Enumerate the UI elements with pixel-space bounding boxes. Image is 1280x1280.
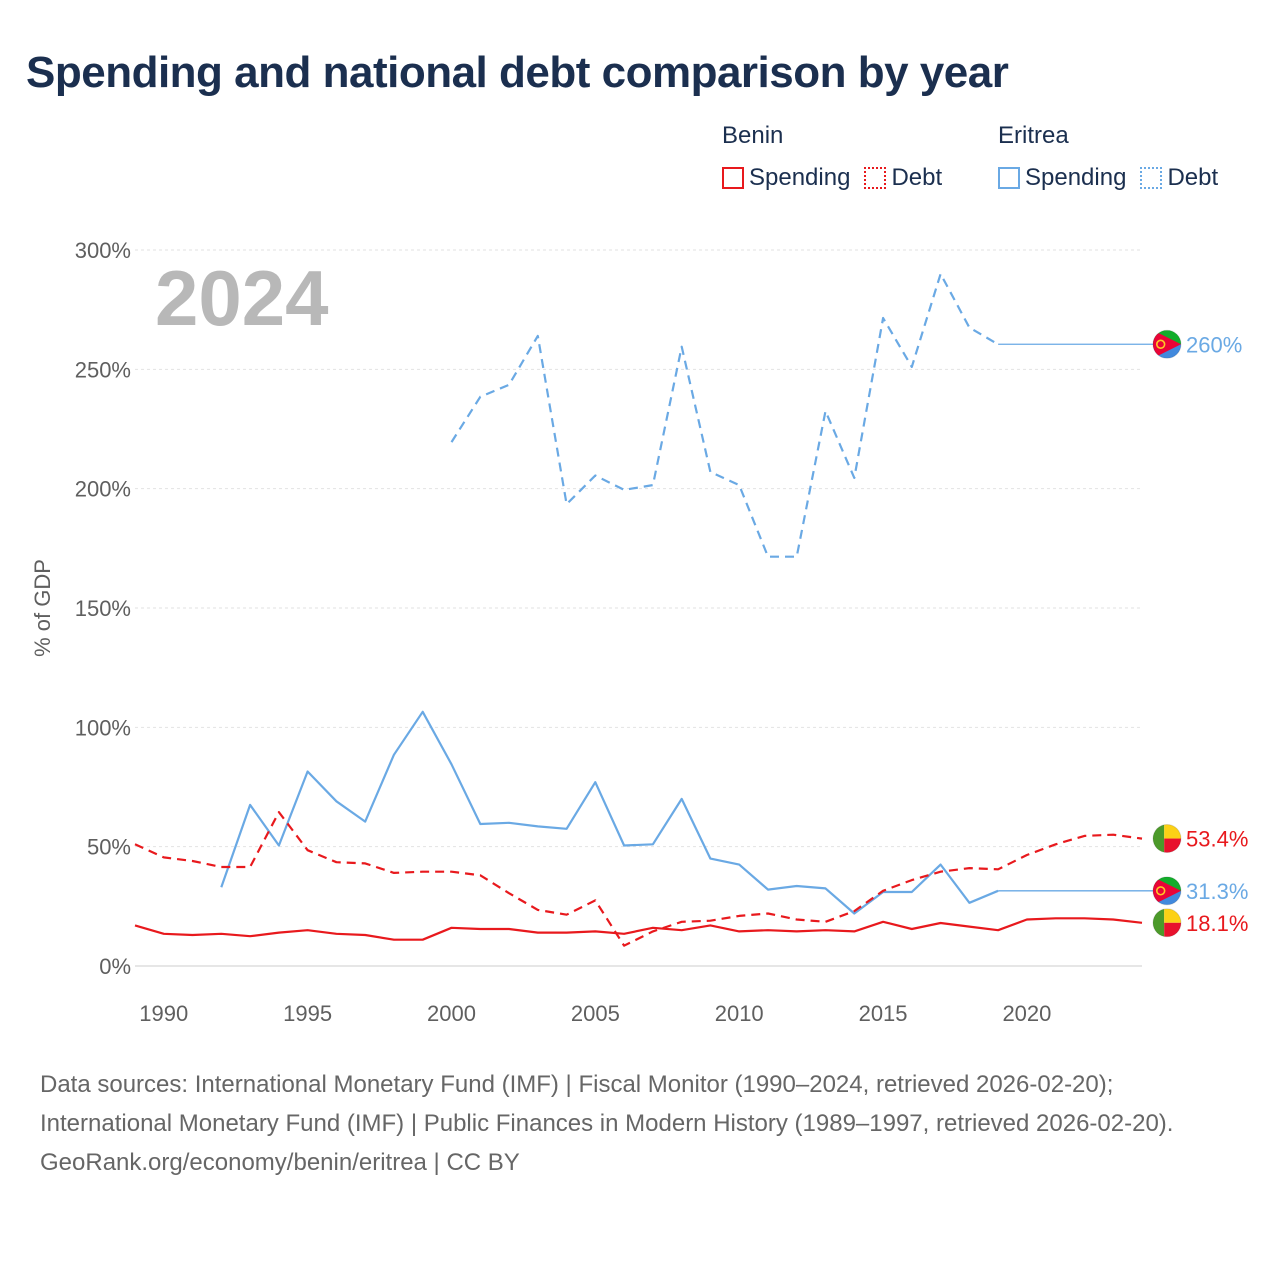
end-value-label: 31.3% <box>1186 879 1248 904</box>
x-tick-label: 1995 <box>283 1001 332 1026</box>
legend-swatch-solid <box>998 167 1020 189</box>
line-chart: 0% 50% 100% 150% 200% 250% 300% 1990 1995 2000 200… <box>30 238 1248 1026</box>
eritrea-flag-icon <box>1152 876 1182 906</box>
legend-label: Debt <box>891 164 943 191</box>
credit-link[interactable]: GeoRank.org/economy/benin/eritrea | CC B… <box>40 1149 520 1176</box>
flag-body <box>1153 876 1181 905</box>
legend-label: Spending <box>1025 164 1127 191</box>
eritrea-flag-icon <box>1152 329 1182 359</box>
footer: Data sources: International Monetary Fun… <box>40 1065 1240 1182</box>
legend-eritrea-debt[interactable]: Debt <box>1140 164 1218 192</box>
data-sources: Data sources: International Monetary Fun… <box>40 1071 1174 1137</box>
series-line-eritrea-debt <box>450 272 999 558</box>
flag-outline <box>1152 329 1182 359</box>
flag-triangle <box>1153 876 1181 905</box>
x-tick-label: 2020 <box>1002 1001 1051 1026</box>
x-tick-label: 2010 <box>715 1001 764 1026</box>
series-line-benin-spending <box>134 917 1143 941</box>
flag-stripe <box>1153 908 1165 937</box>
flag-emblem <box>1155 339 1166 349</box>
legend-group-benin: Benin Spending Debt <box>722 122 942 192</box>
flag-outline <box>1152 824 1182 854</box>
end-value-label: 260% <box>1186 332 1242 357</box>
legend-benin-debt[interactable]: Debt <box>864 164 942 192</box>
flag-stripe <box>1153 824 1165 853</box>
x-tick-label: 2015 <box>859 1001 908 1026</box>
flag-emblem <box>1155 886 1166 896</box>
legend-swatch-dotted <box>864 167 887 189</box>
y-tick-label: 50% <box>87 835 131 860</box>
legend-group-name: Eritrea <box>998 122 1069 149</box>
flag-outline <box>1152 876 1182 906</box>
legend-swatch-dotted <box>1140 167 1163 189</box>
y-tick-label: 200% <box>75 477 131 502</box>
legend-group-name: Benin <box>722 122 784 149</box>
series-line-eritrea-spending <box>220 710 999 915</box>
benin-flag-icon <box>1152 824 1182 854</box>
legend-swatch-solid <box>722 167 744 189</box>
flag-outline <box>1152 908 1182 938</box>
y-tick-label: 0% <box>99 954 131 979</box>
year-label: 2024 <box>155 254 329 342</box>
y-axis-title: % of GDP <box>30 559 55 657</box>
end-value-label: 53.4% <box>1186 827 1248 852</box>
legend-eritrea-spending[interactable]: Spending <box>998 164 1126 192</box>
x-tick-label: 2000 <box>427 1001 476 1026</box>
y-tick-label: 250% <box>75 357 131 382</box>
y-tick-label: 300% <box>75 238 131 263</box>
flag-body <box>1153 330 1181 359</box>
legend-group-eritrea: Eritrea Spending Debt <box>998 122 1218 192</box>
x-tick-label: 2005 <box>571 1001 620 1026</box>
flag-triangle <box>1153 330 1181 359</box>
y-tick-label: 150% <box>75 596 131 621</box>
y-tick-label: 100% <box>75 715 131 740</box>
x-tick-label: 1990 <box>139 1001 188 1026</box>
end-value-label: 18.1% <box>1186 911 1248 936</box>
legend-label: Debt <box>1167 164 1219 191</box>
series-line-benin-debt <box>134 810 1143 947</box>
chart-title: Spending and national debt comparison by… <box>26 48 1009 97</box>
benin-flag-icon <box>1152 908 1182 938</box>
legend-benin-spending[interactable]: Spending <box>722 164 850 192</box>
legend-label: Spending <box>749 164 851 191</box>
